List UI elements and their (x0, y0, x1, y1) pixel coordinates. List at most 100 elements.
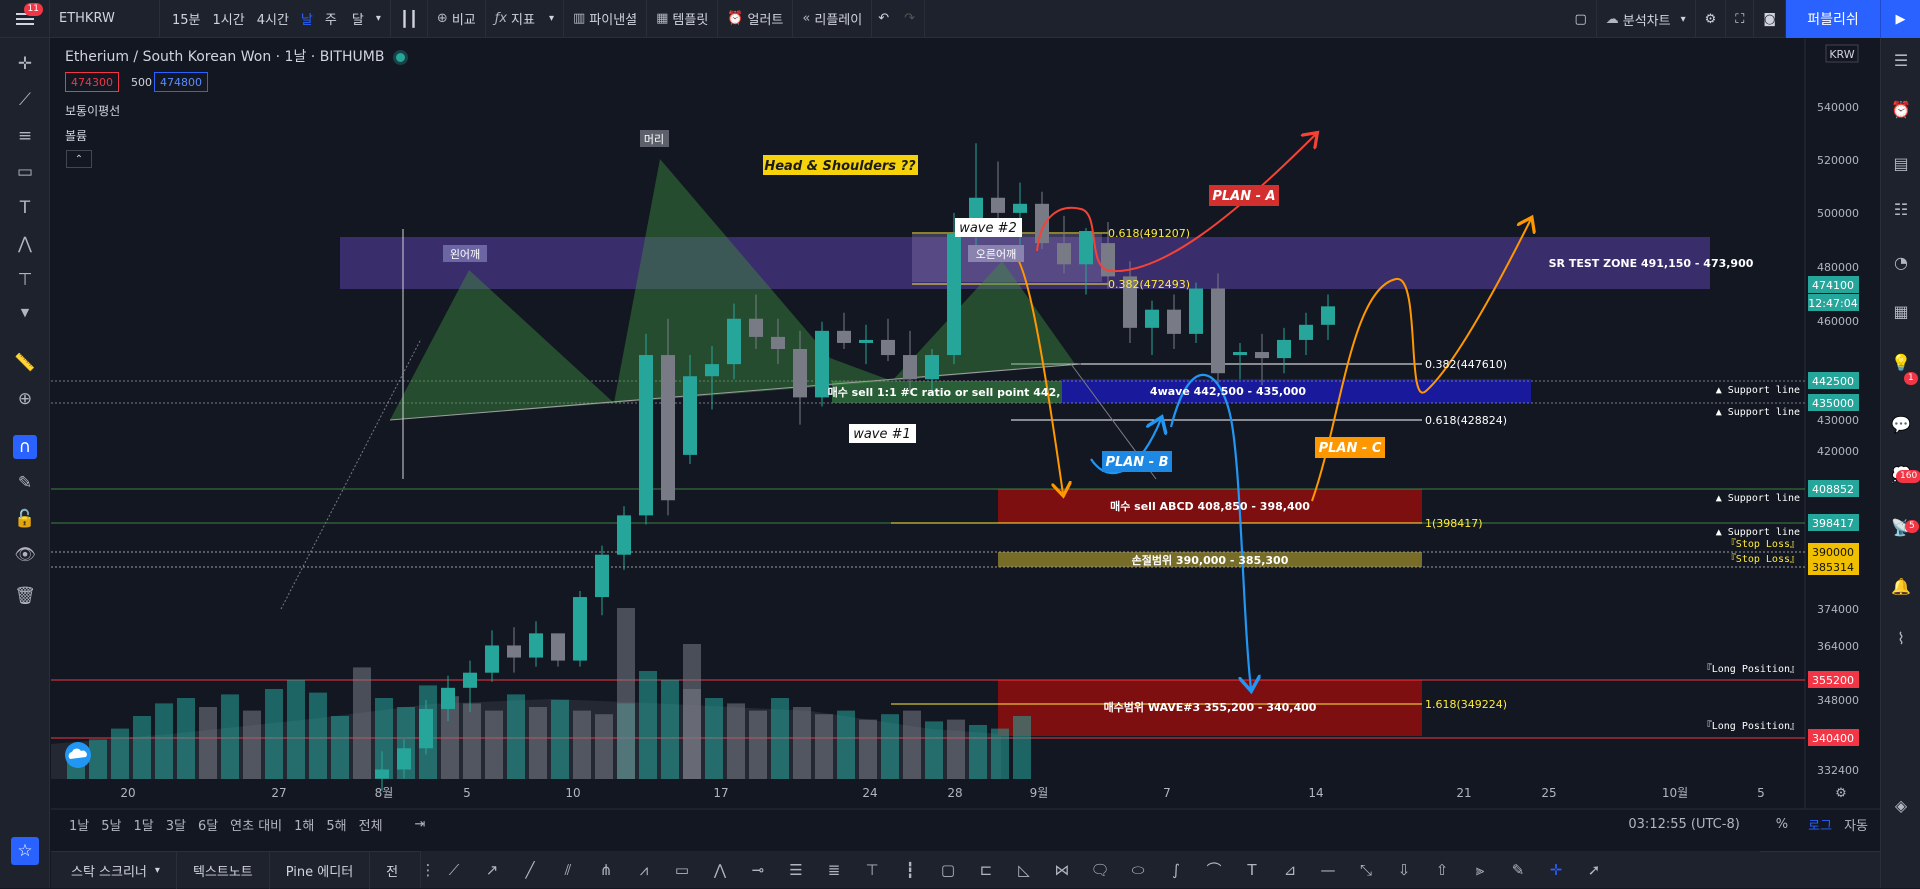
horizontal-ray-icon[interactable]: ⊸ (751, 860, 765, 879)
interval-month[interactable]: 달 ▾ (343, 0, 391, 38)
elliott-wave-icon[interactable]: ⩘ (639, 860, 649, 879)
gann-fan-icon[interactable]: ⫸ (1475, 860, 1485, 879)
interval-1h[interactable]: 1시간 (207, 0, 251, 38)
indicators-button[interactable]: ƒx 지표 ▾ (486, 0, 564, 38)
financials-button[interactable]: ▥ 파이낸셜 (564, 0, 648, 38)
analysis-chart-button[interactable]: ☁ 분석차트 ▾ (1597, 0, 1696, 38)
horizontal-line-icon[interactable]: — (1320, 860, 1336, 879)
auto-toggle[interactable]: 자동 (1844, 818, 1868, 834)
pattern-icon[interactable]: ⋀ (18, 234, 32, 254)
goto-date-icon[interactable]: ⇥ (414, 816, 426, 832)
fib-extension-icon[interactable]: ≣ (827, 860, 841, 879)
tab-stock-screener[interactable]: 스탁 스크리너 ▾ (51, 851, 177, 889)
brush-icon[interactable]: ✎ (1511, 860, 1525, 879)
curve-icon[interactable]: ∫ (1172, 860, 1180, 879)
range-5y[interactable]: 5해 (326, 818, 347, 834)
xabcd-icon[interactable]: ⋈ (1054, 860, 1070, 879)
range-all[interactable]: 전체 (358, 818, 383, 834)
screenshot-button[interactable]: ◙ (1754, 0, 1786, 38)
extended-line-icon[interactable]: ╱ (525, 860, 535, 879)
chart-style-button[interactable]: ┃┃ (391, 0, 428, 38)
magnet-icon[interactable]: ∩ (13, 435, 37, 459)
bell-icon[interactable]: 🔔 (1891, 576, 1911, 596)
prediction-icon[interactable]: ⊤ (17, 270, 33, 290)
collapse-legend-button[interactable]: ⌃ (66, 150, 92, 168)
rectangle-icon[interactable]: ▭ (16, 162, 34, 182)
tab-pine-editor[interactable]: Pine 에디터 (270, 851, 371, 889)
range-1y[interactable]: 1해 (294, 818, 315, 834)
text-icon[interactable]: T (19, 198, 31, 218)
trend-line-icon[interactable]: ⟋ (19, 90, 31, 110)
compare-button[interactable]: ⊕ 비교 (428, 0, 486, 38)
eye-icon[interactable]: 👁 (14, 545, 36, 565)
comment-icon[interactable]: 🗨 (1090, 860, 1110, 879)
range-1d[interactable]: 1날 (69, 818, 90, 834)
trend-line-tool-icon[interactable]: ⟋ (448, 860, 460, 879)
ray-tool-icon[interactable]: ↗ (485, 860, 499, 879)
calendar-icon[interactable]: ▦ (1893, 301, 1909, 321)
time-axis[interactable]: 20 27 8월 5 10 17 24 28 9월 7 14 21 25 10월 5 ⚙ (120, 786, 1846, 801)
symbol-search[interactable]: ETHKRW (50, 0, 160, 38)
tab-more[interactable]: 전 (370, 852, 414, 889)
publish-button[interactable]: 퍼블리쉬 (1786, 0, 1880, 38)
arrow-down-icon[interactable]: ⇩ (1397, 860, 1411, 879)
indicator-volume[interactable]: 볼륨 (65, 129, 88, 143)
triangle-tool-icon[interactable]: ◺ (1018, 860, 1030, 879)
interval-15m[interactable]: 15분 (160, 0, 207, 38)
abcd-pattern-icon[interactable]: ⋀ (713, 860, 727, 879)
arc-icon[interactable]: ⌒ (1206, 861, 1222, 879)
range-1m[interactable]: 1달 (133, 818, 154, 834)
chat-icon[interactable]: 💬 (1891, 414, 1911, 434)
zoom-in-icon[interactable]: ⊕ (17, 389, 33, 409)
price-axis[interactable]: KRW 540000 520000 500000 480000 460000 430000… (1808, 44, 1859, 777)
settings-button[interactable]: ⚙ (1696, 0, 1727, 38)
news-icon[interactable]: ▤ (1893, 153, 1909, 173)
redo-button[interactable]: ↷ (895, 0, 926, 38)
price-chart[interactable]: 머리 왼어깨 오른어깨 Head & Shoulders ?? wave #2 … (51, 39, 1880, 879)
cloud-sync-icon[interactable] (65, 742, 91, 768)
alert-button[interactable]: ⏰ 얼러트 (718, 0, 794, 38)
interval-day[interactable]: 날 (295, 0, 319, 38)
ruler-icon[interactable]: 📏 (14, 353, 36, 373)
arrow-tool-icon[interactable]: ➚ (1587, 860, 1601, 879)
pencil-lock-icon[interactable]: ✎ (17, 473, 33, 493)
chevron-down-icon[interactable]: ▾ (375, 13, 381, 24)
axis-settings-icon[interactable]: ⚙ (1835, 786, 1847, 801)
play-button[interactable]: ▶ (1880, 0, 1920, 38)
crosshair-icon[interactable]: ✛ (17, 54, 33, 74)
log-toggle[interactable]: 로그 (1808, 818, 1833, 834)
indicator-ma[interactable]: 보통이평선 (65, 104, 121, 118)
layers-icon[interactable]: ◈ (1894, 795, 1908, 815)
calendar-list-icon[interactable]: ☷ (1893, 199, 1909, 219)
range-3m[interactable]: 3달 (165, 818, 186, 834)
symbol-title[interactable]: Etherium / South Korean Won · 1날 · BITHU… (65, 49, 385, 65)
tab-text-notes[interactable]: 텍스트노트 (177, 851, 270, 889)
templates-button[interactable]: ▦ 템플릿 (647, 0, 719, 38)
menu-button[interactable]: 11 (0, 0, 50, 38)
bars-pattern-icon[interactable]: ┇ (905, 860, 915, 879)
replay-button[interactable]: «리플레이 (793, 0, 873, 38)
ellipse-icon[interactable]: ⬭ (1131, 860, 1145, 879)
rectangle-tool-icon[interactable]: ▢ (940, 860, 956, 879)
idea-bulb-icon[interactable]: 💡 (1891, 352, 1911, 372)
trash-icon[interactable]: 🗑 (14, 586, 36, 606)
vertical-line-icon[interactable]: ⊤ (865, 860, 879, 879)
parallel-channel-icon[interactable]: ⫽ (564, 860, 572, 879)
crosshair-tool-icon[interactable]: ✛ (1549, 860, 1563, 879)
long-position-icon[interactable]: ⊏ (979, 860, 993, 879)
interval-week[interactable]: 주 (319, 0, 343, 38)
range-ytd[interactable]: 연초 대비 (230, 818, 283, 834)
text-tool-icon[interactable]: T (1247, 860, 1257, 879)
percent-toggle[interactable]: % (1775, 816, 1789, 832)
chevron-down-icon[interactable]: ▼ (20, 305, 30, 319)
chevron-down-icon[interactable]: ▾ (1680, 13, 1686, 25)
arrow-up-icon[interactable]: ⇧ (1435, 860, 1449, 879)
clock-time[interactable]: 03:12:55 (UTC-8) (1628, 816, 1740, 832)
ask-price[interactable]: 474800 (154, 72, 208, 92)
order-panel-icon[interactable]: ⌇ (1897, 628, 1905, 648)
alerts-clock-icon[interactable]: ⏰ (1891, 99, 1911, 119)
bid-price[interactable]: 474300 (65, 72, 119, 92)
drag-handle-icon[interactable]: ⋮ (420, 860, 436, 879)
interval-4h[interactable]: 4시간 (251, 0, 295, 38)
pitchfork-icon[interactable]: ⋔ (599, 860, 613, 879)
